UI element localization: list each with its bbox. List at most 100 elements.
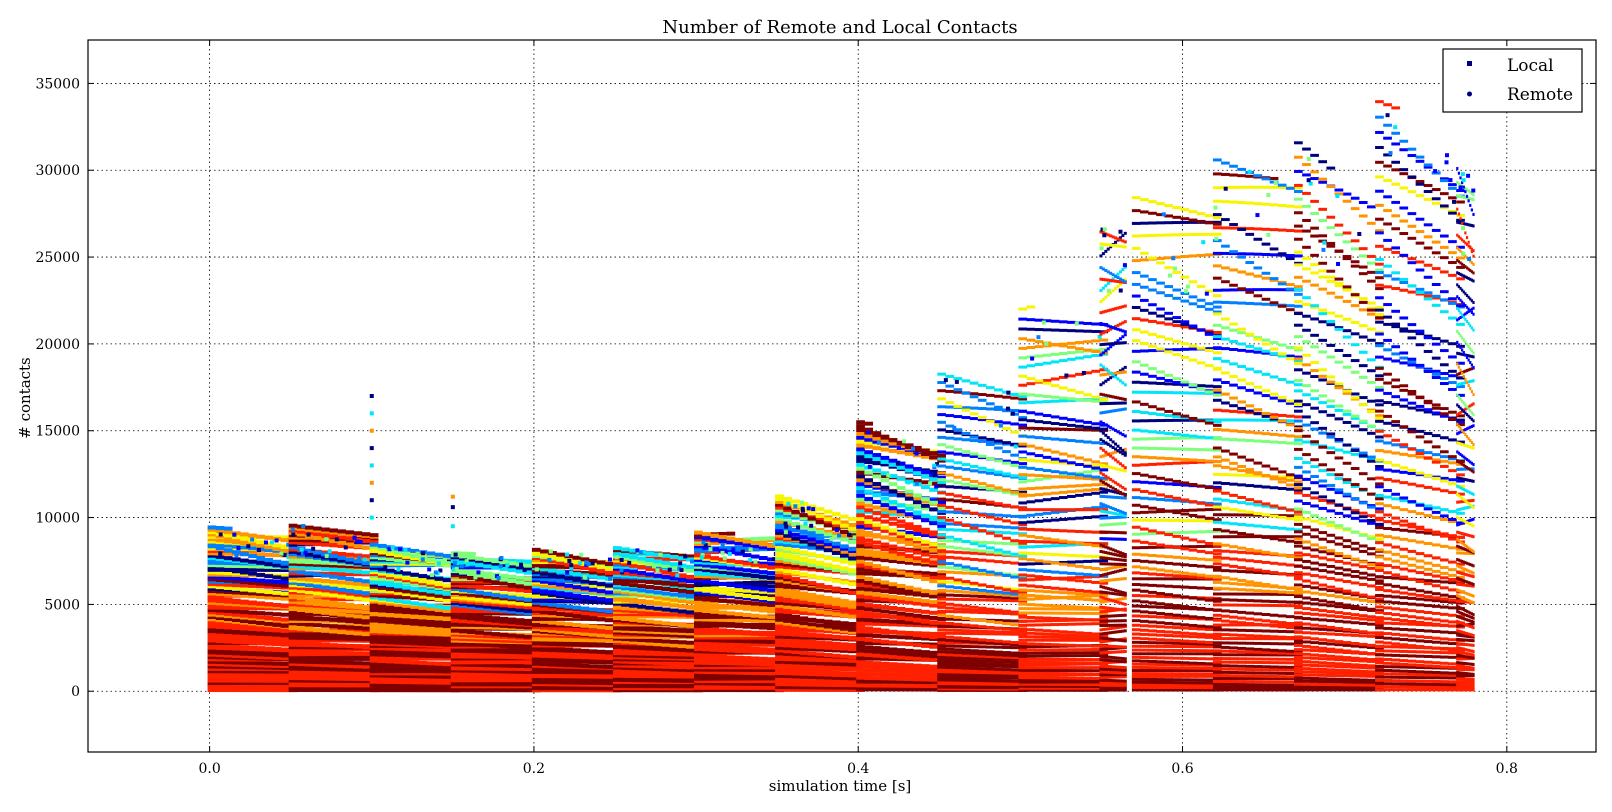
data-point [410, 663, 420, 668]
data-point [548, 584, 557, 589]
data-point [426, 618, 436, 623]
data-point [434, 552, 444, 557]
data-point [767, 642, 776, 647]
data-point [296, 650, 306, 655]
data-point [580, 597, 590, 602]
data-point [231, 547, 241, 552]
data-point [215, 643, 225, 648]
data-point [629, 591, 638, 596]
data-point [304, 630, 314, 635]
data-point [256, 578, 265, 583]
data-point [329, 624, 338, 629]
data-point [361, 615, 371, 620]
data-point [653, 664, 663, 669]
data-point [758, 688, 768, 693]
data-point [345, 559, 355, 564]
data-point [726, 665, 736, 670]
data-point [531, 612, 541, 617]
data-point [329, 579, 338, 584]
data-point [596, 678, 606, 683]
data-point [394, 646, 403, 651]
data-point [556, 621, 565, 626]
data-point [694, 662, 703, 667]
data-point [256, 681, 265, 686]
data-point [223, 632, 233, 637]
data-point [418, 688, 428, 693]
data-point [394, 667, 403, 672]
data-point [353, 667, 363, 672]
data-point [215, 585, 225, 590]
data-point [240, 610, 249, 615]
data-point [612, 614, 622, 619]
data-point [250, 537, 255, 542]
data-point [467, 625, 476, 630]
data-point [483, 606, 492, 611]
data-point [434, 664, 444, 669]
data-point [248, 559, 257, 564]
data-point [734, 670, 744, 675]
data-point [215, 542, 225, 547]
data-point [531, 594, 541, 599]
data-point [548, 555, 557, 560]
data-point [296, 640, 306, 645]
data-point [702, 688, 711, 693]
data-point [580, 628, 590, 633]
data-point [483, 653, 492, 658]
data-point [726, 685, 736, 690]
data-point [612, 626, 622, 631]
data-point [531, 641, 541, 646]
data-point [742, 685, 752, 690]
data-point [394, 688, 403, 693]
data-point [556, 603, 565, 608]
data-point [580, 678, 590, 683]
data-point [434, 669, 444, 674]
data-point [426, 676, 436, 681]
data-point [612, 622, 622, 627]
data-point [321, 654, 330, 659]
data-point [353, 679, 363, 684]
data-point [207, 626, 217, 631]
data-point [572, 585, 582, 590]
data-point [467, 614, 476, 619]
data-point [442, 631, 452, 636]
data-point [718, 688, 728, 693]
data-point [685, 634, 695, 639]
data-point [580, 636, 590, 641]
data-point [248, 637, 257, 642]
data-point [669, 639, 679, 644]
data-point [710, 667, 719, 672]
data-point [337, 660, 347, 665]
data-point [661, 578, 671, 583]
data-point [540, 613, 549, 618]
data-point [661, 553, 671, 558]
data-point [499, 594, 509, 599]
data-point [467, 662, 476, 667]
data-point [223, 628, 233, 633]
data-point [402, 660, 411, 665]
data-point [248, 546, 257, 551]
data-point [240, 532, 249, 537]
data-point [296, 532, 306, 537]
data-point [337, 585, 347, 590]
data-point [572, 611, 582, 616]
data-point [612, 599, 622, 604]
data-point [240, 580, 249, 585]
data-point [515, 580, 525, 585]
data-point [531, 647, 541, 652]
data-point [483, 620, 492, 625]
data-point [491, 643, 501, 648]
data-point [329, 600, 338, 605]
data-point [750, 635, 760, 640]
data-point [313, 584, 322, 589]
data-point [523, 639, 533, 644]
data-point [361, 664, 371, 669]
data-point [442, 648, 452, 653]
data-point [742, 656, 752, 661]
data-point [661, 587, 671, 592]
data-point [483, 680, 492, 685]
data-point [329, 574, 338, 579]
data-point [231, 674, 241, 679]
data-point [645, 580, 655, 585]
data-point [329, 588, 338, 593]
data-point [385, 561, 395, 566]
